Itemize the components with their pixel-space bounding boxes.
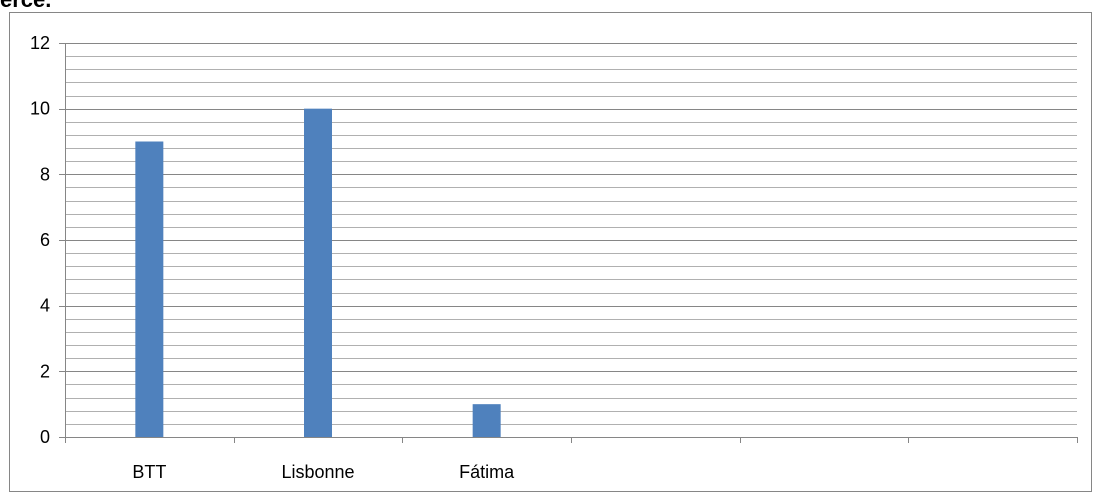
bars xyxy=(135,109,500,437)
y-tick-label: 4 xyxy=(40,296,50,316)
x-category-label: Fátima xyxy=(459,462,515,482)
y-tick-label: 0 xyxy=(40,427,50,447)
bar-btt xyxy=(135,142,163,438)
x-axis-category-labels: BTT Lisbonne Fátima xyxy=(132,462,515,482)
x-category-label: BTT xyxy=(132,462,166,482)
y-tick-label: 2 xyxy=(40,361,50,381)
bar-lisbonne xyxy=(304,109,332,437)
y-tick-label: 12 xyxy=(30,33,50,53)
x-category-label: Lisbonne xyxy=(281,462,354,482)
axes xyxy=(59,43,1078,443)
y-tick-label: 6 xyxy=(40,230,50,250)
y-tick-label: 8 xyxy=(40,164,50,184)
y-tick-label: 10 xyxy=(30,99,50,119)
bar-fátima xyxy=(473,404,501,437)
y-axis-tick-labels: 0 2 4 6 8 10 12 xyxy=(30,33,50,447)
grid-lines xyxy=(65,44,1077,425)
